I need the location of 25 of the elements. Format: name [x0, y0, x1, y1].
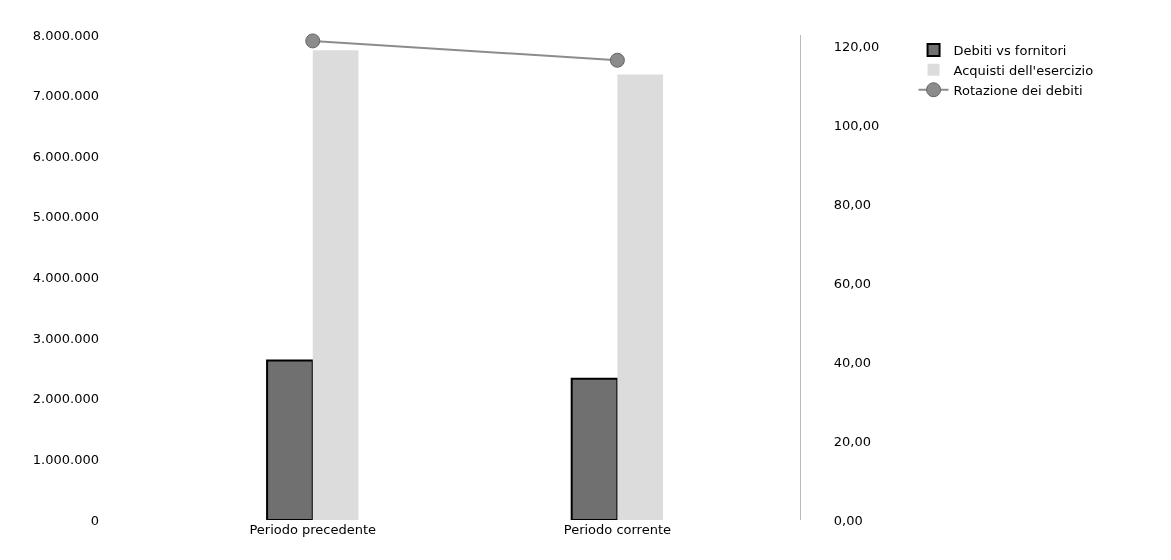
y-tick-label: 4.000.000: [32, 270, 99, 286]
legend-label: Debiti vs fornitori: [953, 43, 1067, 59]
legend-label: Acquisti dell'esercizio: [953, 62, 1094, 78]
y-tick-label: 6.000.000: [32, 148, 99, 164]
y-tick-label: 1.000.000: [32, 451, 99, 467]
y2-tick-label: 80,00: [833, 197, 871, 213]
y-tick-label: 2.000.000: [32, 391, 99, 407]
y2-tick-label: 40,00: [833, 354, 871, 370]
x-tick-label: Periodo precedente: [249, 522, 377, 537]
y2-tick-label: 20,00: [833, 433, 871, 449]
bar: [617, 74, 664, 520]
legend-label: Rotazione dei debiti: [953, 82, 1083, 98]
y2-tick-label: 120,00: [833, 39, 880, 55]
y-tick-label: 5.000.000: [32, 209, 99, 225]
y-tick-label: 3.000.000: [32, 330, 99, 346]
bar: [570, 377, 619, 520]
y-tick-label: 7.000.000: [32, 88, 99, 104]
bar: [312, 50, 359, 520]
y-tick-label: 8.000.000: [32, 27, 99, 43]
x-tick-label: Periodo corrente: [563, 522, 671, 537]
y-tick-label: 0: [90, 512, 99, 528]
y2-tick-label: 60,00: [833, 275, 871, 291]
bar: [266, 359, 314, 520]
y2-tick-label: 100,00: [833, 118, 880, 134]
y2-tick-label: 0,00: [833, 512, 863, 528]
